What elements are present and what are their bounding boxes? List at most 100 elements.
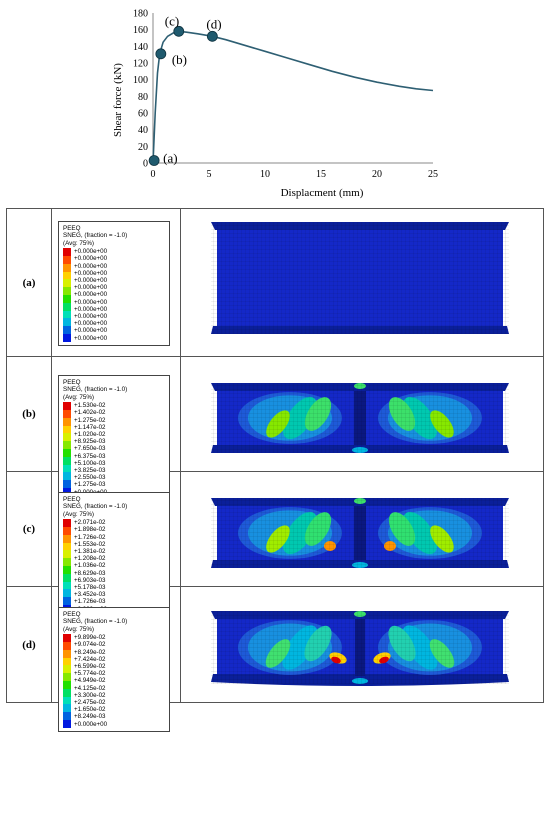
- legend-swatch: [63, 688, 71, 697]
- x-tick-label: 10: [260, 169, 270, 180]
- legend-value: +0.000e+00: [74, 320, 108, 328]
- legend-swatch: [63, 542, 71, 551]
- y-tick-label: 180: [133, 9, 148, 20]
- legend-color-bar: [63, 248, 71, 342]
- legend-swatch: [63, 425, 71, 434]
- legend-value: +1.147e-02: [74, 423, 106, 431]
- legend-swatch: [63, 318, 71, 327]
- legend-swatch: [63, 433, 71, 442]
- legend-value: +0.000e+00: [74, 248, 108, 256]
- legend-swatch: [63, 333, 71, 342]
- legend-title-line: PEEQ: [63, 496, 81, 503]
- series-line-0: [152, 30, 434, 164]
- legend-value: +8.925e-03: [74, 438, 106, 446]
- y-tick-label: 140: [133, 42, 148, 53]
- y-tick-label: 0: [143, 159, 148, 170]
- legend-swatch: [63, 642, 71, 650]
- legend-color-bar: [63, 634, 71, 728]
- y-axis-label: Shear force (kN): [112, 63, 124, 137]
- contour-row: (b) PEEQ SNEG, (fraction = -1.0) (Avg: 75%)…: [6, 356, 544, 500]
- legend-swatch: [63, 410, 71, 418]
- legend-value: +1.275e-02: [74, 416, 106, 424]
- legend-title-line: (Avg: 75%): [63, 625, 95, 633]
- legend-swatch: [63, 402, 71, 411]
- legend-swatch: [63, 464, 71, 473]
- legend-swatch: [63, 566, 71, 574]
- contour-row: (c) PEEQ SNEG, (fraction = -1.0) (Avg: 75%)…: [6, 471, 544, 617]
- legend-swatch: [63, 256, 71, 264]
- legend-swatch: [63, 534, 71, 543]
- point-label: (d): [206, 16, 221, 31]
- chart-axes: [152, 13, 433, 164]
- legend-swatch: [63, 696, 71, 705]
- legend-value: +0.000e+00: [74, 720, 108, 728]
- legend-title-line: SNEG, (fraction = -1.0): [63, 386, 128, 394]
- legend-value: +6.375e-03: [74, 452, 106, 460]
- y-tick-label: 20: [138, 142, 148, 153]
- chart-ticks: 0 20 40 60 80 100 120 140 160 180 0 5 10 15 20 25: [133, 9, 438, 181]
- legend-swatch: [63, 704, 71, 713]
- legend-swatch: [63, 326, 71, 334]
- contour-row: (a) PEEQ SNEG, (fraction = -1.0) (Avg: 75%)…: [6, 208, 544, 357]
- legend-value: +7.424e-02: [74, 655, 106, 663]
- x-tick-label: 25: [428, 169, 438, 180]
- contour-row: (d) PEEQ SNEG, (fraction = -1.0) (Avg: 75%)…: [6, 586, 544, 732]
- fe-mesh: [211, 383, 509, 453]
- legend-swatch: [63, 287, 71, 295]
- legend-swatch: [63, 657, 71, 666]
- legend-value: +0.000e+00: [74, 291, 108, 299]
- legend-value: +0.000e+00: [74, 305, 108, 313]
- legend-value: +7.650e-03: [74, 445, 106, 453]
- legend-title-line: SNEG, (fraction = -1.0): [63, 618, 128, 626]
- legend-value: +0.000e+00: [74, 284, 108, 292]
- legend-swatch: [63, 263, 71, 272]
- legend-swatch: [63, 271, 71, 280]
- point-label: (c): [165, 13, 179, 28]
- legend-swatch: [63, 634, 71, 643]
- legend-title-line: (Avg: 75%): [63, 239, 95, 247]
- point-marker: [173, 25, 185, 37]
- row-label: (d): [6, 586, 52, 703]
- legend-swatch: [63, 681, 71, 689]
- legend-swatch: [63, 719, 71, 728]
- legend-title-line: (Avg: 75%): [63, 510, 95, 518]
- legend-swatch: [63, 527, 71, 535]
- legend-value: +1.036e-02: [74, 562, 106, 570]
- legend-swatch: [63, 558, 71, 566]
- fe-mesh: [211, 222, 509, 334]
- beam-contour-plot: [211, 498, 509, 568]
- legend-value: +5.100e-03: [74, 459, 106, 467]
- point-marker: [206, 30, 218, 42]
- legend-value: +4.949e-02: [74, 677, 106, 685]
- legend-swatch: [63, 581, 71, 590]
- legend-value: +2.475e-02: [74, 699, 106, 707]
- row-label: (b): [6, 356, 52, 472]
- chart-series: [152, 30, 434, 164]
- legend-value: +1.553e-02: [74, 540, 106, 548]
- y-tick-label: 80: [138, 92, 148, 103]
- legend-value: +1.381e-02: [74, 548, 106, 556]
- legend-value: +3.300e-02: [74, 691, 106, 699]
- beam-contour-plot: [211, 383, 509, 453]
- legend-value: +0.000e+00: [74, 269, 108, 277]
- legend-value: +1.650e-02: [74, 706, 106, 714]
- legend-title-line: PEEQ: [63, 379, 81, 386]
- contour-legend: PEEQ SNEG, (fraction = -1.0) (Avg: 75%) +0.…: [58, 221, 170, 346]
- fe-mesh: [211, 498, 509, 568]
- legend-swatch: [63, 673, 71, 681]
- row-label: (a): [6, 208, 52, 357]
- legend-value: +1.402e-02: [74, 409, 106, 417]
- legend-value: +8.629e-03: [74, 569, 106, 577]
- legend-swatch: [63, 712, 71, 720]
- point-marker: [148, 155, 160, 166]
- legend-value: +0.000e+00: [74, 262, 108, 270]
- y-tick-label: 100: [133, 75, 148, 86]
- x-tick-label: 15: [316, 169, 326, 180]
- x-axis-label: Displacment (mm): [281, 187, 364, 199]
- legend-title-line: (Avg: 75%): [63, 393, 95, 401]
- row-label: (c): [6, 471, 52, 587]
- fe-mesh: [211, 611, 509, 684]
- legend-value: +6.599e-02: [74, 663, 106, 671]
- legend-swatch: [63, 456, 71, 465]
- legend-swatch: [63, 310, 71, 319]
